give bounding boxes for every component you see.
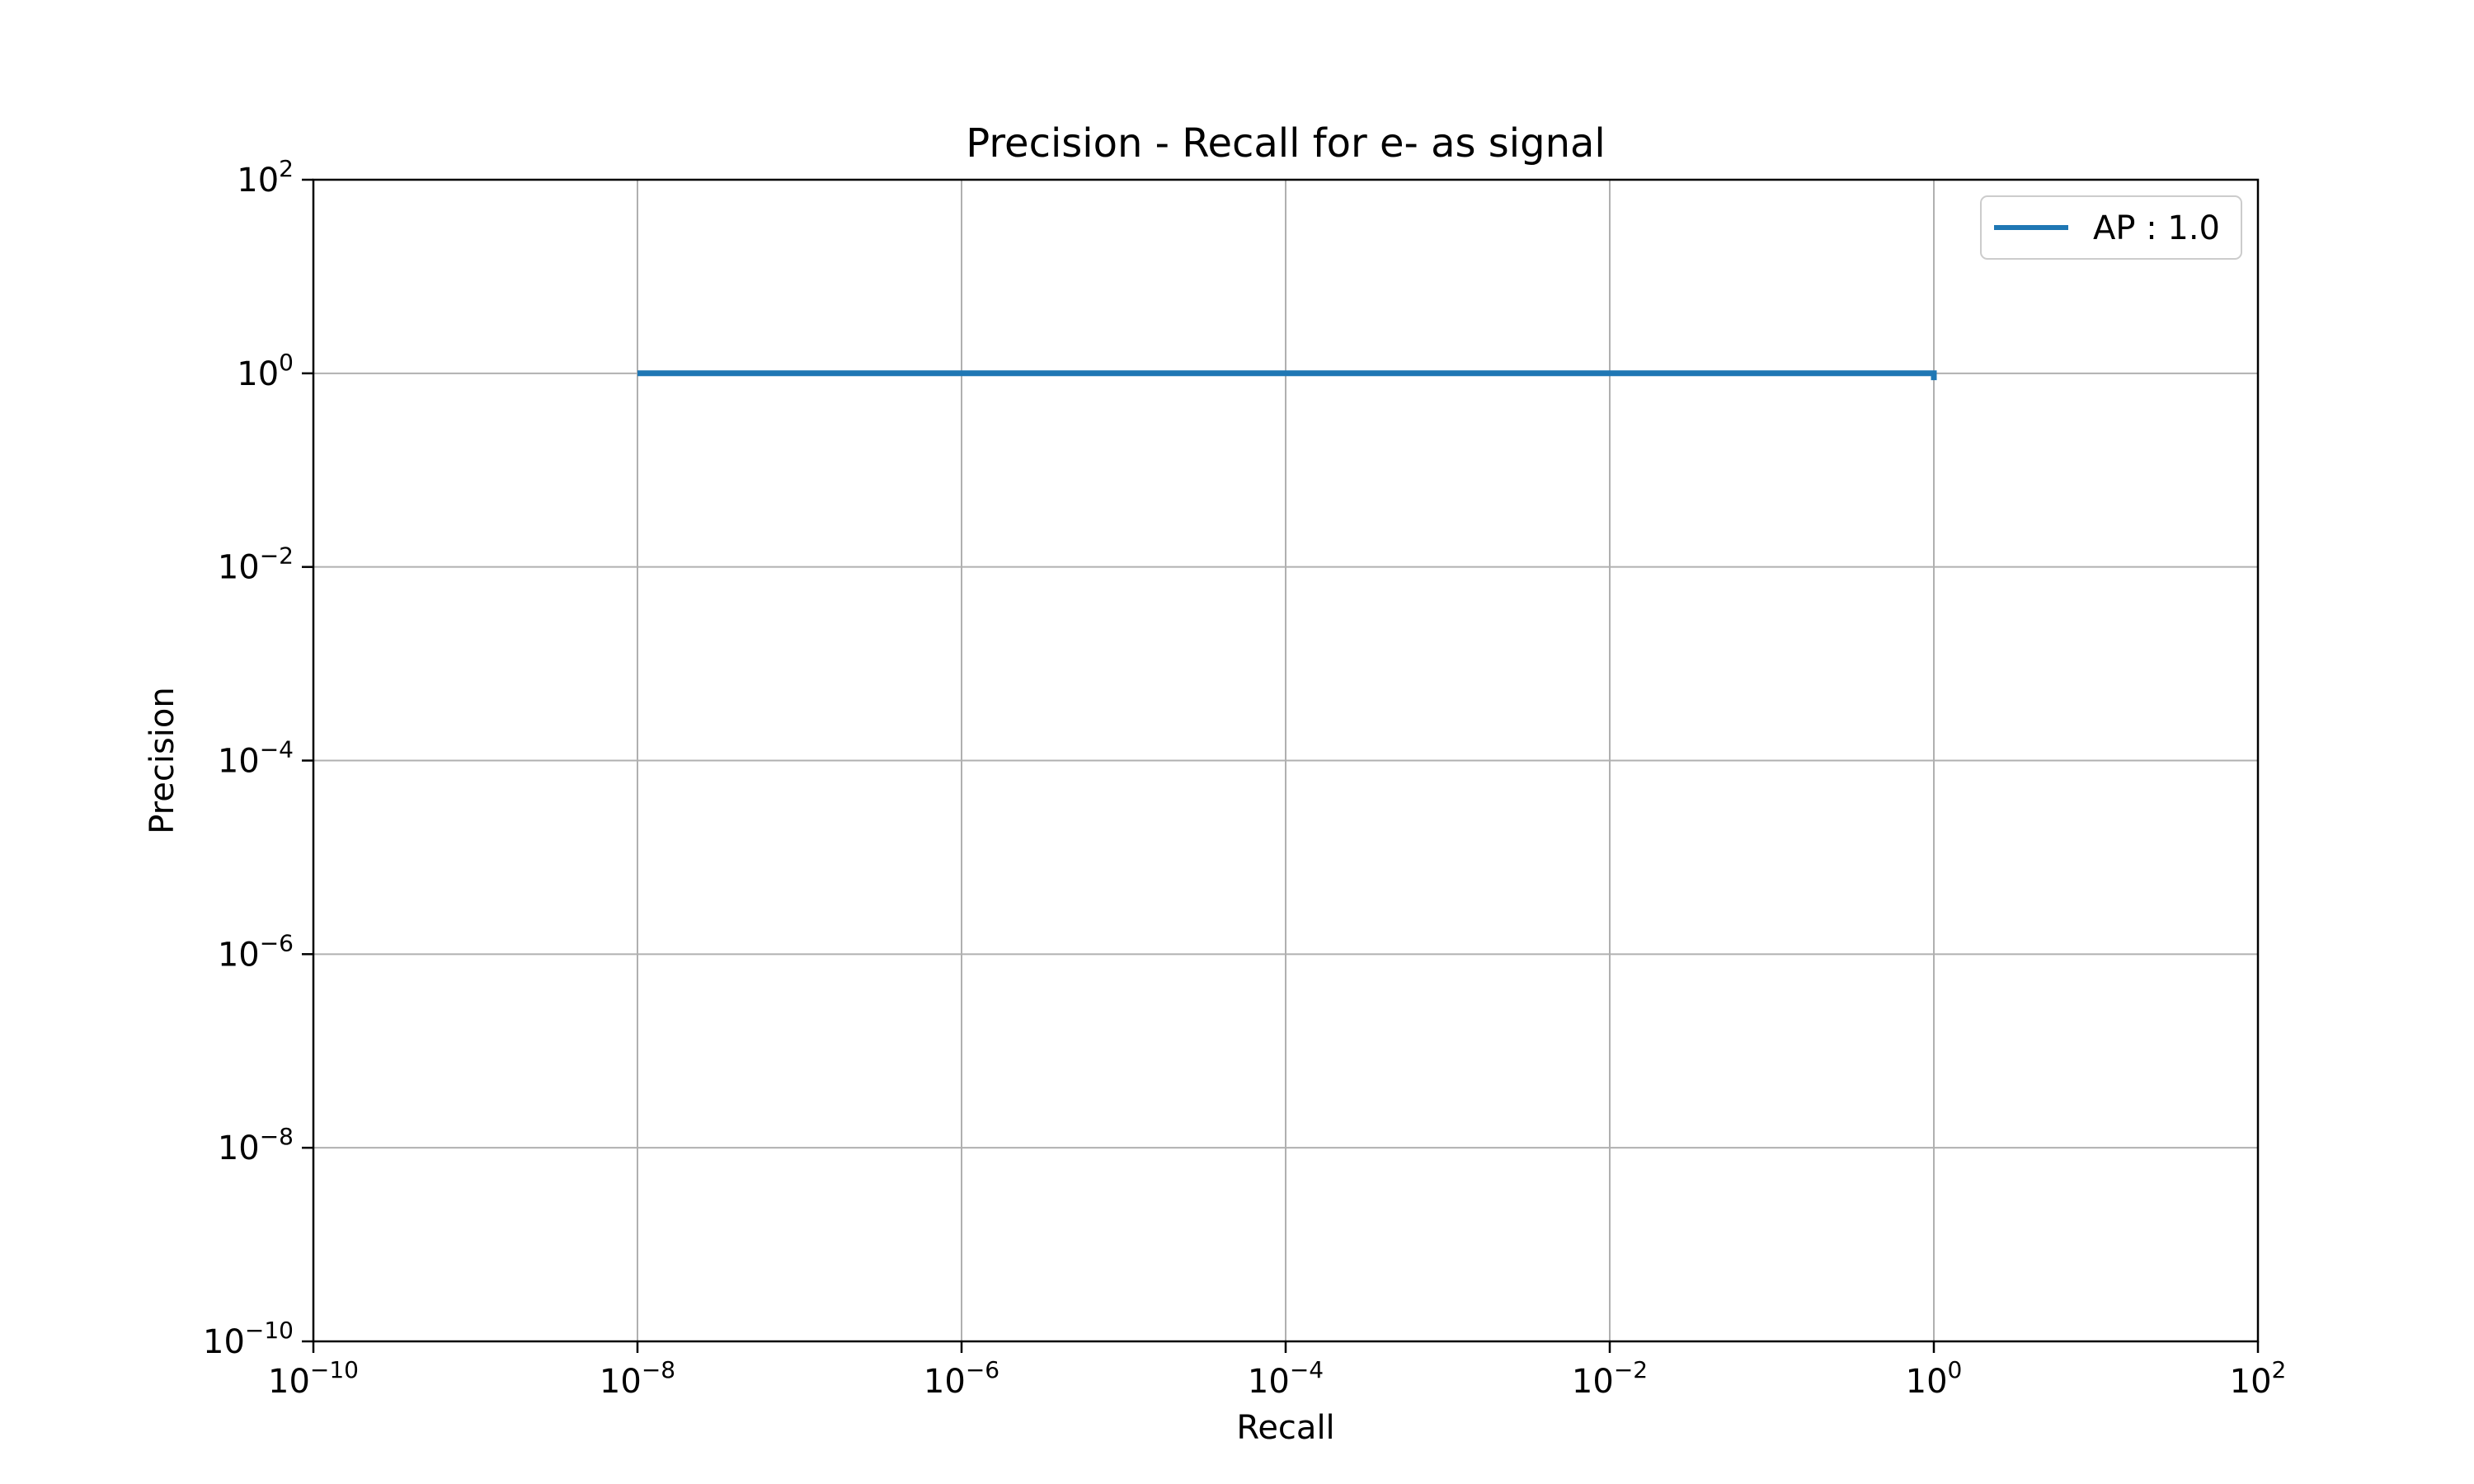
series-line-0 (637, 370, 1937, 381)
legend-label: AP : 1.0 (2093, 209, 2220, 247)
y-tick-label: 10−2 (218, 542, 294, 587)
x-axis-label: Recall (1236, 1409, 1334, 1447)
legend: AP : 1.0 (1980, 195, 2242, 260)
y-tick-label: 100 (237, 349, 294, 393)
x-tick-label: 10−8 (600, 1356, 675, 1401)
x-tick-label: 10−6 (924, 1356, 999, 1401)
legend-box (1980, 195, 2242, 260)
y-tick-label: 102 (237, 155, 294, 200)
x-tick-label: 100 (1906, 1356, 1963, 1401)
x-tick-label: 10−10 (268, 1356, 359, 1401)
ticks: 10−10 10−8 10−6 10−4 10−2 100 102 10−10 10−8 10−6… (203, 155, 2286, 1401)
y-axis-label: Precision (143, 687, 181, 834)
x-tick-label: 102 (2230, 1356, 2287, 1401)
y-tick-label: 10−8 (218, 1123, 294, 1167)
y-tick-label: 10−10 (203, 1317, 294, 1361)
series-layer (637, 370, 1937, 381)
x-tick-label: 10−4 (1248, 1356, 1324, 1401)
x-tick-label: 10−2 (1572, 1356, 1648, 1401)
y-tick-label: 10−4 (218, 736, 294, 781)
chart-title: Precision - Recall for e- as signal (966, 120, 1606, 167)
y-tick-label: 10−6 (218, 929, 294, 974)
